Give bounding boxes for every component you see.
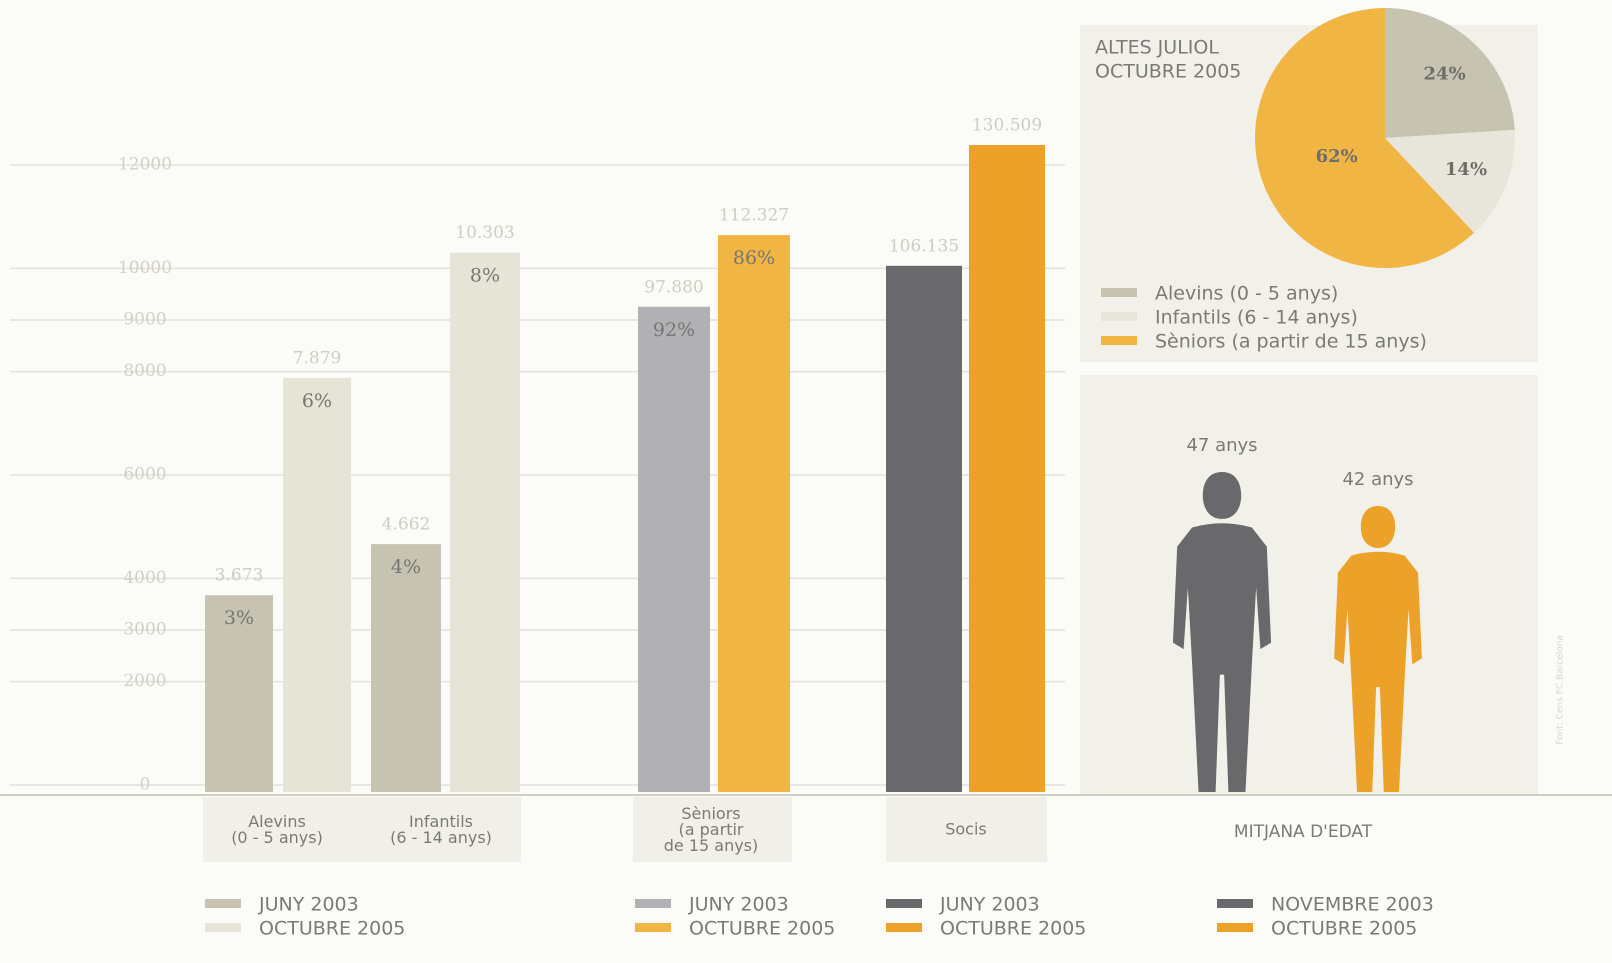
pie-slice	[1385, 8, 1515, 138]
legend-swatch	[1101, 288, 1137, 297]
source: Font: Cens FC Barcelona	[1556, 635, 1566, 745]
legend-label: OCTUBRE 2005	[940, 918, 1086, 940]
bar	[283, 377, 351, 792]
legend-swatch	[205, 899, 241, 908]
bar	[205, 595, 273, 792]
pie-title: OCTUBRE 2005	[1095, 61, 1241, 83]
y-tick-label: 9000	[123, 310, 166, 330]
bar	[450, 252, 520, 792]
x-label: MITJANA D'EDAT	[1234, 822, 1373, 842]
value-label: 130.509	[972, 116, 1042, 136]
y-tick-label: 4000	[123, 568, 166, 588]
category-label: Sèniors (a partir de 15 anys)	[664, 804, 759, 855]
legend-label: JUNY 2003	[939, 894, 1040, 916]
value-label: 3.673	[215, 566, 264, 586]
value-label: 7.879	[293, 348, 342, 368]
legend-swatch	[886, 899, 922, 908]
bar	[886, 265, 962, 792]
legend-label: Infantils (6 - 14 anys)	[1155, 307, 1358, 329]
legend-swatch	[886, 923, 922, 932]
pie-title: ALTES JULIOL	[1095, 37, 1219, 59]
legend-swatch	[1217, 899, 1253, 908]
y-tick-label: 2000	[123, 671, 166, 691]
slice-label: 24%	[1424, 64, 1466, 85]
legend-label: JUNY 2003	[258, 894, 359, 916]
category-label: Socis	[945, 820, 987, 839]
legend-label: OCTUBRE 2005	[1271, 918, 1417, 940]
age-label: 42 anys	[1342, 469, 1413, 490]
legend-swatch	[1101, 312, 1137, 321]
legend-swatch	[1101, 336, 1137, 345]
inner-label: 92%	[653, 319, 695, 341]
inner-label: 8%	[470, 265, 500, 287]
value-label: 97.880	[644, 277, 703, 297]
bar	[718, 235, 790, 792]
category-box	[203, 797, 521, 862]
y-tick-label: 0	[140, 775, 151, 795]
slice-label: 62%	[1316, 146, 1358, 167]
person-figure	[1172, 472, 1272, 792]
y-tick-label: 12000	[118, 155, 172, 175]
bar	[638, 306, 710, 792]
inner-label: 3%	[224, 607, 254, 629]
category-box	[633, 797, 792, 862]
category-label: Alevins (0 - 5 anys)	[231, 812, 323, 847]
age-label: 47 anys	[1186, 435, 1257, 456]
y-tick-label: 6000	[123, 465, 166, 485]
inner-label: 86%	[733, 247, 775, 269]
value-label: 10.303	[455, 223, 514, 243]
pie-slice	[1385, 129, 1516, 233]
y-tick-label: 10000	[118, 258, 172, 278]
inner-label: 6%	[302, 390, 332, 412]
pie-slice	[1255, 8, 1474, 268]
legend-label: Alevins (0 - 5 anys)	[1155, 283, 1338, 305]
slice-label: 14%	[1445, 159, 1487, 180]
category-label: Infantils (6 - 14 anys)	[390, 812, 492, 847]
value-label: 4.662	[382, 515, 431, 535]
legend-label: JUNY 2003	[688, 894, 789, 916]
legend-label: Sèniors (a partir de 15 anys)	[1155, 331, 1427, 353]
bar	[371, 544, 441, 792]
legend-label: NOVEMBRE 2003	[1271, 894, 1434, 916]
y-tick-label: 8000	[123, 361, 166, 381]
legend-label: OCTUBRE 2005	[689, 918, 835, 940]
category-box	[886, 797, 1047, 862]
legend-swatch	[635, 899, 671, 908]
legend-swatch	[205, 923, 241, 932]
inner-label: 4%	[391, 556, 421, 578]
legend-swatch	[635, 923, 671, 932]
person-figure	[1334, 506, 1422, 792]
value-label: 106.135	[889, 236, 959, 256]
y-tick-label: 3000	[123, 620, 166, 640]
legend-swatch	[1217, 923, 1253, 932]
value-label: 112.327	[719, 206, 789, 226]
legend-label: OCTUBRE 2005	[259, 918, 405, 940]
age-panel	[1080, 375, 1538, 795]
bar	[969, 145, 1045, 792]
